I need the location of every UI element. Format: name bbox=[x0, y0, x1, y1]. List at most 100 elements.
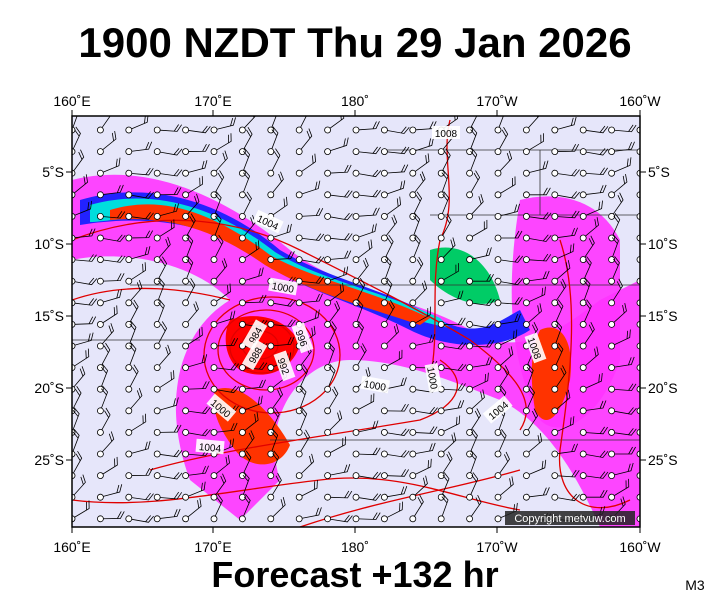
wind-barb bbox=[466, 298, 495, 307]
barb-staff bbox=[73, 474, 86, 496]
barb-staff bbox=[215, 234, 224, 258]
wind-barb bbox=[153, 219, 175, 242]
barb-staff bbox=[643, 339, 664, 347]
barb-staff bbox=[216, 337, 239, 347]
wind-barb bbox=[267, 148, 281, 177]
wind-barb bbox=[437, 317, 466, 328]
wind-barb bbox=[636, 169, 640, 177]
barb-staff bbox=[358, 420, 379, 433]
barb-staff bbox=[216, 310, 236, 324]
barb-station bbox=[608, 385, 615, 393]
barb-staff bbox=[413, 234, 421, 257]
wind-barb bbox=[352, 420, 379, 436]
barb-staff bbox=[301, 309, 320, 324]
wind-barb bbox=[153, 508, 181, 523]
wind-barb bbox=[466, 450, 477, 480]
barb-staff bbox=[470, 428, 478, 452]
barb-station bbox=[352, 364, 360, 372]
wind-barb bbox=[72, 126, 81, 156]
barb-station bbox=[324, 407, 332, 415]
wind-barb bbox=[352, 320, 364, 350]
barb-staff bbox=[245, 395, 263, 411]
barb-staff bbox=[441, 191, 450, 214]
barb-staff bbox=[273, 299, 296, 307]
barb-staff bbox=[470, 408, 481, 431]
barb-station bbox=[494, 515, 502, 523]
barb-station bbox=[551, 472, 559, 480]
barb-staff bbox=[443, 263, 459, 281]
barb-station bbox=[466, 256, 474, 264]
barb-staff bbox=[160, 491, 183, 500]
barb-station bbox=[238, 256, 246, 264]
wind-barb bbox=[267, 171, 284, 199]
barb-staff bbox=[643, 404, 664, 411]
barb-staff bbox=[441, 169, 449, 193]
wind-barb bbox=[579, 322, 595, 350]
wind-barb bbox=[608, 256, 620, 285]
wind-barb bbox=[636, 404, 664, 415]
barb-staff bbox=[160, 168, 183, 177]
barb-staff bbox=[499, 365, 510, 387]
wind-barb bbox=[494, 329, 518, 350]
barb-staff bbox=[245, 379, 266, 390]
contour-label-box bbox=[195, 438, 225, 455]
barb-staff bbox=[130, 279, 143, 301]
wind-barb bbox=[324, 137, 349, 156]
barb-staff bbox=[358, 169, 382, 178]
barb-station bbox=[125, 212, 133, 220]
barb-staff bbox=[328, 386, 339, 409]
barb-station bbox=[182, 450, 190, 458]
wind-barb bbox=[636, 472, 640, 480]
barb-staff bbox=[358, 223, 377, 238]
wind-barb bbox=[295, 207, 324, 220]
barb-station bbox=[380, 428, 388, 436]
barb-staff bbox=[273, 251, 295, 260]
barb-staff bbox=[129, 320, 137, 344]
wind-barb bbox=[437, 148, 451, 177]
barb-station bbox=[72, 148, 76, 156]
barb-staff bbox=[415, 458, 432, 475]
barb-staff bbox=[272, 387, 284, 409]
barb-staff bbox=[72, 428, 80, 452]
wind-barb bbox=[466, 408, 481, 436]
barb-staff bbox=[358, 189, 381, 198]
barb-staff bbox=[585, 346, 599, 366]
wind-barb bbox=[238, 493, 251, 523]
barb-station bbox=[636, 277, 640, 285]
barb-station bbox=[97, 191, 104, 199]
barb-station bbox=[238, 299, 246, 307]
barb-staff bbox=[500, 297, 523, 305]
barb-staff bbox=[271, 428, 279, 452]
barb-staff bbox=[74, 174, 88, 194]
barb-station bbox=[295, 450, 303, 458]
barb-station bbox=[437, 320, 445, 328]
barb-staff bbox=[302, 256, 325, 264]
barb-staff bbox=[556, 278, 567, 301]
barb-station bbox=[551, 277, 559, 285]
wind-barb bbox=[608, 303, 627, 328]
barb-staff bbox=[557, 416, 575, 432]
wind-barb bbox=[238, 191, 252, 220]
barb-staff bbox=[387, 450, 410, 458]
wind-barb bbox=[608, 192, 624, 220]
barb-staff bbox=[131, 141, 153, 152]
barb-staff bbox=[555, 320, 563, 344]
barb-staff bbox=[387, 164, 409, 174]
left-lat-label: 25˚S bbox=[34, 452, 64, 468]
barb-station bbox=[97, 515, 104, 523]
barb-station bbox=[579, 472, 587, 480]
barb-staff bbox=[299, 407, 308, 430]
barb-station bbox=[72, 169, 76, 177]
barb-staff bbox=[73, 451, 83, 474]
barb-station bbox=[295, 212, 303, 220]
barb-staff bbox=[414, 171, 426, 193]
barb-station bbox=[352, 234, 360, 242]
barb-staff bbox=[131, 246, 151, 260]
wind-barb bbox=[494, 203, 520, 220]
wind-barb bbox=[153, 187, 182, 199]
barb-staff bbox=[74, 500, 90, 518]
barb-staff bbox=[557, 243, 575, 259]
barb-station bbox=[97, 472, 104, 480]
barb-staff bbox=[442, 213, 452, 236]
barb-staff bbox=[528, 286, 546, 302]
